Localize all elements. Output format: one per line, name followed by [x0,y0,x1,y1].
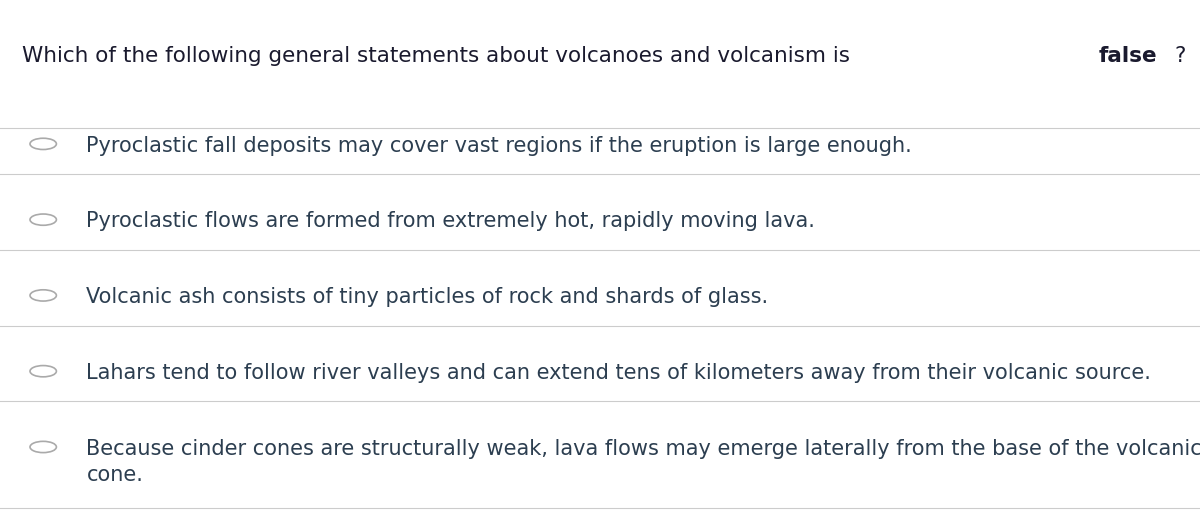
Text: Which of the following general statements about volcanoes and volcanism is: Which of the following general statement… [22,46,857,66]
Text: Pyroclastic flows are formed from extremely hot, rapidly moving lava.: Pyroclastic flows are formed from extrem… [86,211,815,231]
Text: Because cinder cones are structurally weak, lava flows may emerge laterally from: Because cinder cones are structurally we… [86,439,1200,485]
Text: Volcanic ash consists of tiny particles of rock and shards of glass.: Volcanic ash consists of tiny particles … [86,287,768,307]
Text: Pyroclastic fall deposits may cover vast regions if the eruption is large enough: Pyroclastic fall deposits may cover vast… [86,136,912,156]
Text: ?: ? [1175,46,1186,66]
Text: Lahars tend to follow river valleys and can extend tens of kilometers away from : Lahars tend to follow river valleys and … [86,363,1151,383]
Text: false: false [1099,46,1158,66]
